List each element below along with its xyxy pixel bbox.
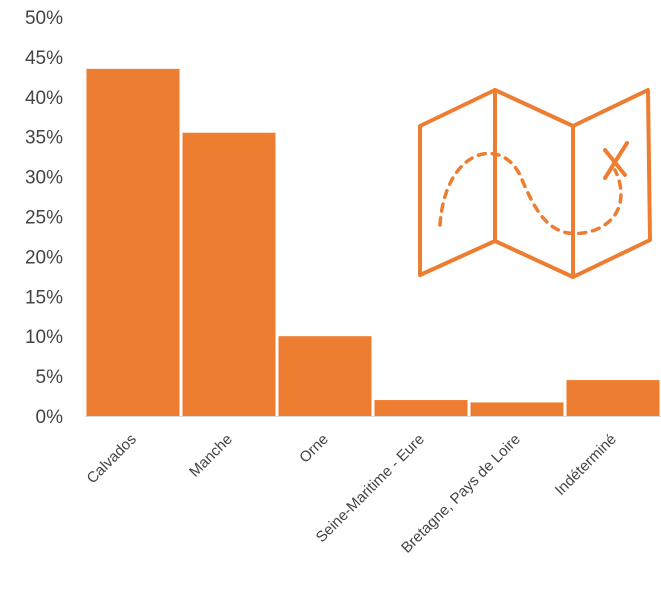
bar [374, 400, 468, 416]
x-tick-label: Calvados [84, 431, 140, 487]
y-tick-label: 30% [25, 168, 63, 189]
y-tick-label: 45% [25, 48, 63, 69]
y-tick-label: 50% [25, 8, 63, 29]
map-dotted-route [438, 151, 623, 236]
y-axis-ticks: 0% 5% 10% 15% 20% 25% 30% 35% 40% 45% 50% [25, 8, 63, 428]
map-outline [418, 88, 652, 279]
y-tick-label: 40% [25, 88, 63, 109]
treasure-map-icon [418, 88, 652, 279]
y-tick-label: 15% [25, 287, 63, 308]
x-tick-label: Manche [186, 431, 236, 481]
bar [86, 68, 180, 417]
y-tick-label: 10% [25, 327, 63, 348]
map-x-mark-b [603, 141, 629, 180]
bar [566, 380, 660, 416]
x-tick-label: Indéterminé [552, 431, 620, 499]
y-tick-label: 35% [25, 128, 63, 149]
bar [182, 132, 276, 416]
x-tick-label: Seine-Maritime - Eure [313, 431, 428, 546]
bar [278, 336, 372, 416]
bars [86, 68, 660, 417]
x-tick-label: Orne [296, 431, 332, 467]
bar [470, 402, 564, 416]
y-tick-label: 5% [36, 367, 64, 388]
y-tick-label: 20% [25, 247, 63, 268]
y-tick-label: 25% [25, 208, 63, 229]
y-tick-label: 0% [36, 407, 64, 428]
